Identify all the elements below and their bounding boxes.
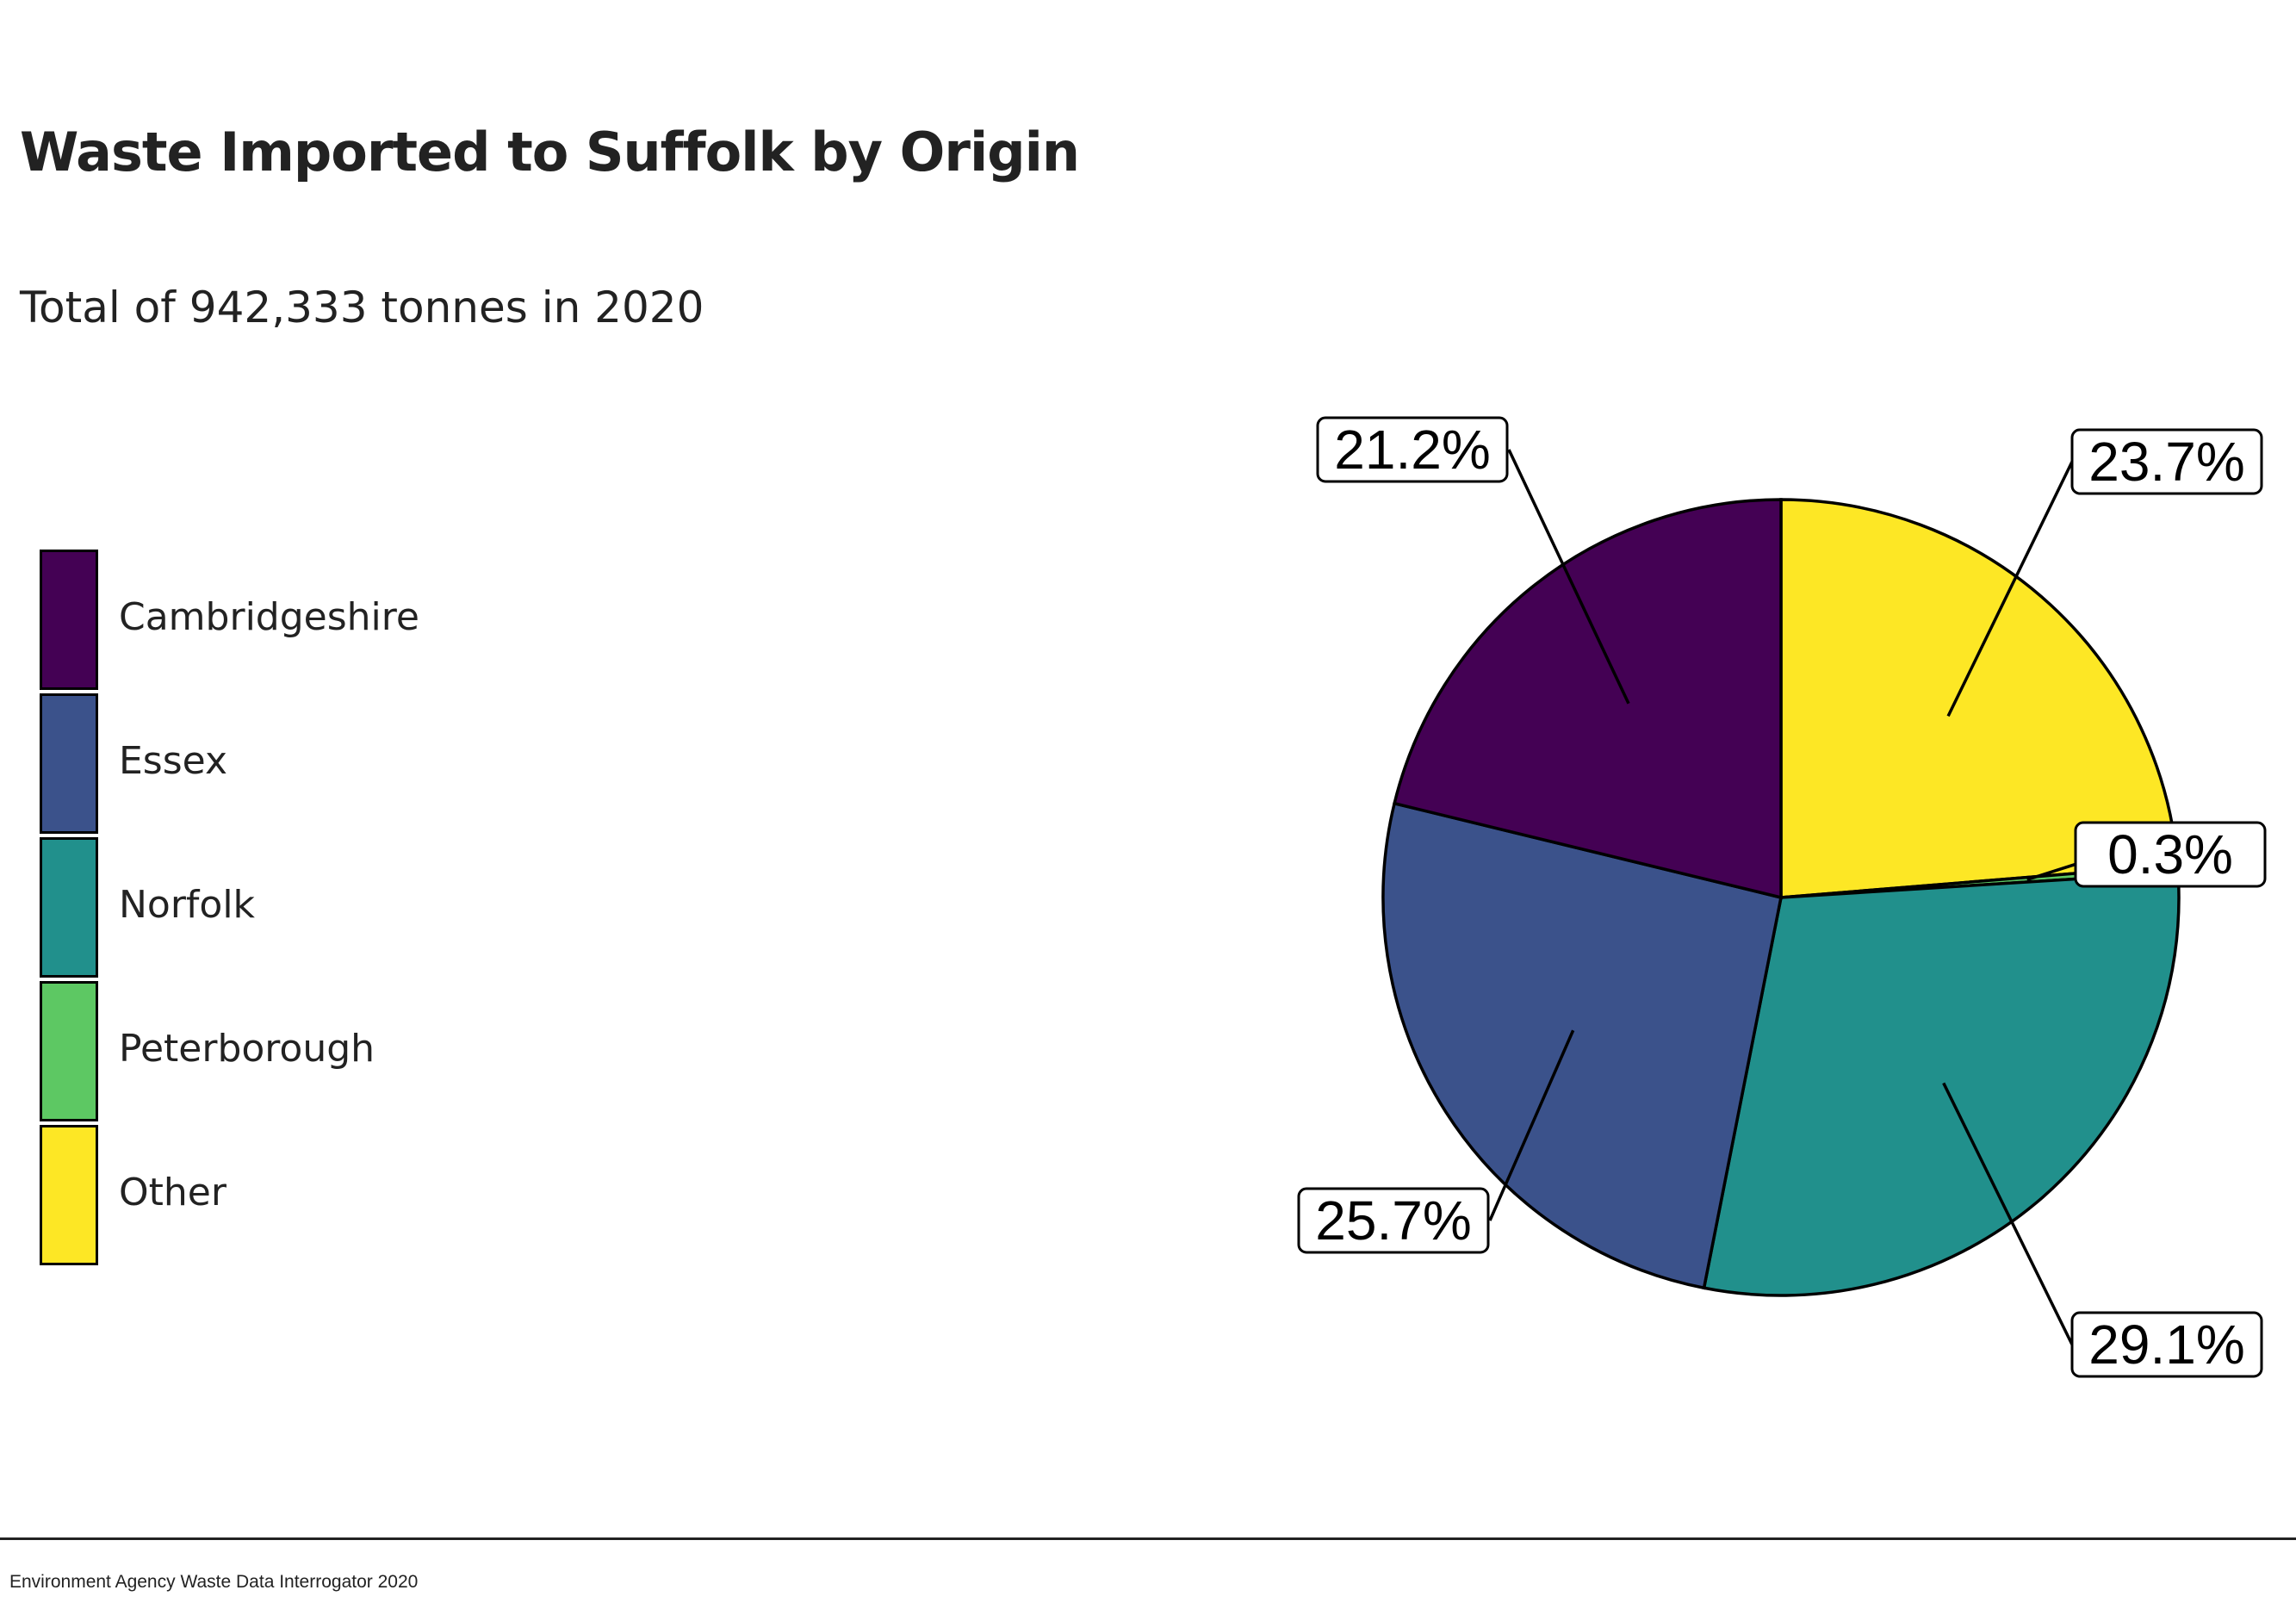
legend-item-peterborough: Peterborough — [40, 981, 556, 1125]
footer-divider — [0, 1537, 2296, 1540]
slice-label-text: 29.1% — [2088, 1314, 2244, 1376]
slice-label: 0.3% — [2074, 821, 2267, 888]
slice-label-box — [1316, 416, 1509, 483]
slice-label: 23.7% — [2070, 428, 2263, 495]
legend-swatch — [40, 550, 98, 690]
legend-swatch — [40, 981, 98, 1121]
slice-label: 21.2% — [1316, 416, 1509, 483]
slice-label-box — [2070, 1311, 2263, 1378]
leader-line — [1942, 1082, 2074, 1345]
slice-labels: 23.7% 0.3% 29.1% 25.7% 21.2% — [1297, 416, 2267, 1378]
pie-slice-essex — [1381, 801, 1784, 1290]
pie-slices — [1381, 498, 2181, 1297]
label-leader-lines — [1488, 449, 2113, 1345]
slice-label-text: 21.2% — [1334, 419, 1490, 481]
source-note: Environment Agency Waste Data Interrogat… — [9, 1572, 419, 1592]
legend-label: Essex — [119, 739, 227, 783]
slice-label-box — [2070, 428, 2263, 495]
pie-slice-cambridgeshire — [1392, 498, 1783, 900]
legend-swatch — [40, 837, 98, 978]
slice-label-text: 0.3% — [2107, 823, 2233, 885]
slice-label-text: 25.7% — [1315, 1190, 1471, 1252]
legend-item-essex: Essex — [40, 693, 556, 837]
legend-label: Cambridgeshire — [119, 595, 419, 639]
chart-subtitle: Total of 942,333 tonnes in 2020 — [20, 283, 704, 332]
legend: Cambridgeshire Essex Norfolk Peterboroug… — [40, 550, 556, 1269]
slice-label: 25.7% — [1297, 1187, 1490, 1254]
leader-line — [1507, 449, 1630, 705]
pie-slice-other — [1779, 498, 2180, 899]
legend-label: Peterborough — [119, 1027, 375, 1071]
pie-slice-norfolk — [1702, 871, 2181, 1297]
leader-line — [1946, 461, 2074, 717]
legend-label: Norfolk — [119, 883, 256, 927]
legend-item-cambridgeshire: Cambridgeshire — [40, 550, 556, 693]
legend-item-norfolk: Norfolk — [40, 837, 556, 981]
legend-item-other: Other — [40, 1125, 556, 1269]
slice-label-text: 23.7% — [2088, 431, 2244, 493]
legend-swatch — [40, 693, 98, 834]
leader-line — [1488, 1029, 1575, 1221]
legend-swatch — [40, 1125, 98, 1265]
chart-title: Waste Imported to Suffolk by Origin — [20, 121, 1080, 183]
legend-label: Other — [119, 1171, 226, 1214]
slice-label-box — [2074, 821, 2267, 888]
slice-label-box — [1297, 1187, 1490, 1254]
slice-label: 29.1% — [2070, 1311, 2263, 1378]
